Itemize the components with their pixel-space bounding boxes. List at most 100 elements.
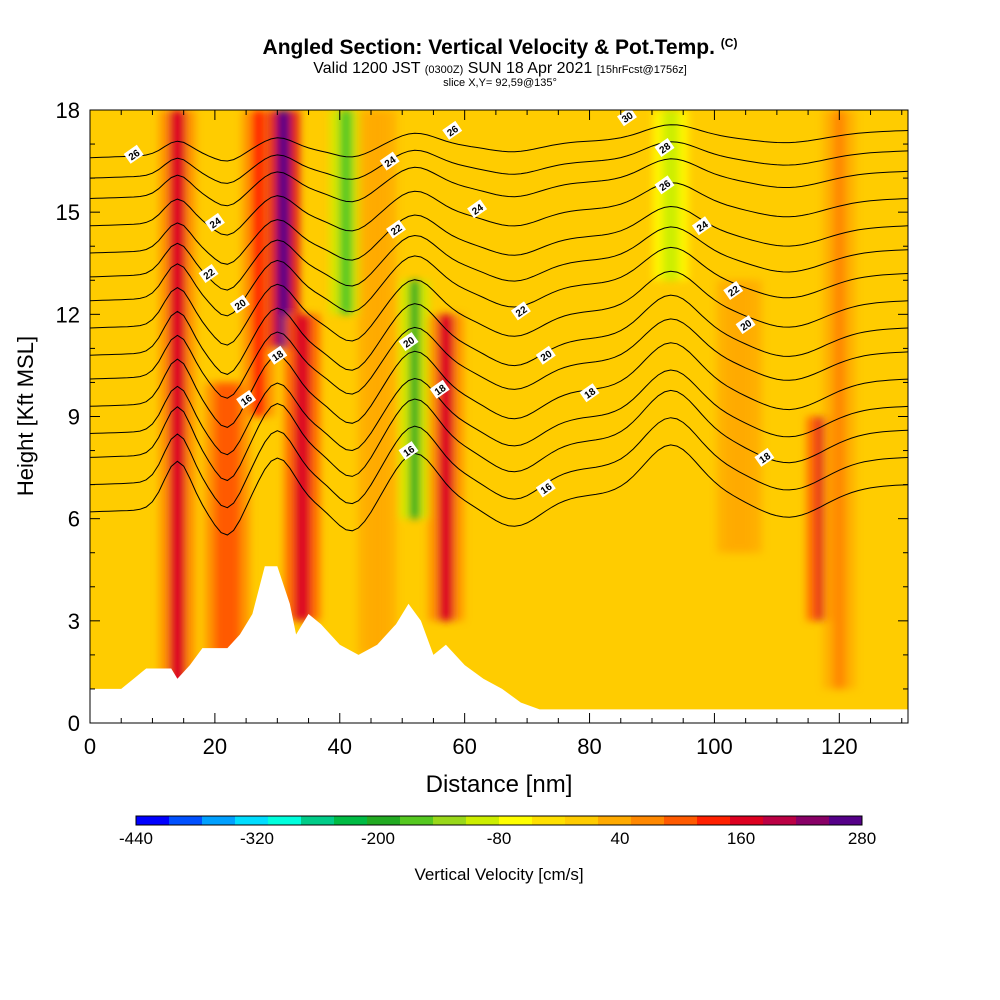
contour-label: 28 (654, 137, 675, 158)
y-tick-label: 9 (68, 405, 80, 430)
colorbar-swatch (367, 816, 401, 825)
contour-label: 26 (442, 120, 463, 140)
isentrope-line (90, 182, 908, 236)
x-tick-label: 0 (84, 734, 96, 759)
y-axis: 0 3 6 9 12 15 18 (56, 98, 908, 736)
colorbar-swatch (565, 816, 599, 825)
velocity-column (339, 110, 353, 315)
chart-title-tag: (C) (720, 36, 738, 50)
isentrope-line (90, 294, 908, 375)
colorbar-swatch (268, 816, 302, 825)
contour-label: 22 (198, 263, 219, 284)
colorbar-swatch (598, 816, 632, 825)
y-tick-label: 12 (56, 302, 80, 327)
contour-label: 20 (735, 315, 756, 335)
y-tick-label: 3 (68, 609, 80, 634)
y-axis-label: Height [Kft MSL] (13, 336, 38, 496)
valid-time: Valid 1200 JST (313, 60, 421, 77)
contour-label: 26 (123, 144, 144, 164)
slice-info: slice X,Y= 92,59@135° (443, 77, 557, 89)
contour-label: 18 (754, 447, 775, 467)
x-tick-label: 100 (696, 734, 733, 759)
colorbar-swatch (829, 816, 863, 825)
velocity-column (252, 110, 265, 417)
plot-area: 26 24 22 20 18 16 24 22 20 16 18 26 24 22 20 18 16 30 28 26… (90, 110, 908, 723)
contour-label: 16 (236, 389, 257, 410)
colorbar-tick-label: -80 (487, 829, 512, 848)
velocity-column (277, 110, 290, 349)
isentrope-line (90, 205, 908, 265)
y-tick-label: 18 (56, 98, 80, 123)
velocity-column (833, 110, 846, 689)
contour-label: 30 (617, 110, 637, 127)
isentrope-line (90, 270, 908, 346)
velocity-column (169, 110, 186, 689)
colorbar-swatch (499, 816, 533, 825)
isentrope-line (90, 369, 908, 456)
contour-label: 24 (204, 212, 225, 232)
zulu-time: (0300Z) (424, 64, 464, 76)
x-axis: 0 20 40 60 80 100 120 (84, 110, 903, 759)
contour-label: 20 (398, 332, 419, 352)
velocity-column (662, 110, 679, 281)
colorbar-swatch (202, 816, 236, 825)
colorbar-swatch (136, 816, 170, 825)
forecast-info: [15hrFcst@1756z] (596, 64, 687, 76)
colorbar-tick-label: 40 (611, 829, 630, 848)
colorbar-swatch (631, 816, 665, 825)
contour-label: 24 (467, 199, 488, 219)
colorbar-swatch (433, 816, 467, 825)
velocity-column (438, 314, 454, 621)
y-tick-label: 6 (68, 507, 80, 532)
valid-date: SUN 18 Apr 2021 (467, 60, 593, 77)
isentrope-line (90, 158, 908, 207)
contour-label: 16 (398, 441, 419, 461)
contour-label: 22 (510, 301, 531, 321)
colorbar-tick-label: -320 (240, 829, 274, 848)
colorbar-swatch (532, 816, 566, 825)
x-tick-label: 20 (203, 734, 227, 759)
velocity-column (816, 416, 825, 621)
y-tick-label: 0 (68, 711, 80, 736)
colorbar-swatch (466, 816, 500, 825)
colorbar-swatch (796, 816, 830, 825)
colorbar-tick-label: 160 (727, 829, 755, 848)
chart-title: Angled Section: Vertical Velocity & Pot.… (0, 36, 1000, 60)
contour-label: 20 (229, 294, 250, 314)
colorbar-swatch (334, 816, 368, 825)
velocity-column (367, 110, 387, 655)
contour-label: 24 (379, 151, 400, 171)
terrain (90, 566, 908, 723)
colorbar-swatch (763, 816, 797, 825)
isentrope-line (90, 124, 908, 162)
x-tick-label: 60 (452, 734, 476, 759)
chart-subtitle: Valid 1200 JST (0300Z) SUN 18 Apr 2021 [… (0, 60, 1000, 78)
velocity-column (214, 382, 240, 655)
contour-labels: 26 24 22 20 18 16 24 22 20 16 18 26 24 22 20 18 16 30 28 26… (123, 110, 775, 498)
isentrope-line (90, 318, 908, 399)
colorbar-tick-label: -200 (361, 829, 395, 848)
contour-label: 22 (386, 219, 406, 239)
colorbar-label: Vertical Velocity [cm/s] (414, 865, 583, 884)
contour-label: 18 (267, 345, 288, 365)
colorbar-swatch (400, 816, 434, 825)
contour-label: 26 (654, 175, 675, 195)
y-tick-label: 15 (56, 200, 80, 225)
isentrope-line (90, 226, 908, 291)
contour-label: 20 (535, 345, 556, 365)
velocity-column (294, 314, 311, 621)
contour-label: 18 (429, 379, 450, 399)
potential-temperature-contours (90, 124, 908, 536)
x-tick-label: 120 (821, 734, 858, 759)
colorbar: -440 -320 -200 -80 40 160 280 (119, 815, 876, 848)
contour-label: 16 (535, 478, 556, 498)
x-axis-label: Distance [nm] (426, 771, 573, 798)
contour-label: 22 (723, 280, 744, 301)
colorbar-swatch (697, 816, 731, 825)
isentrope-line (90, 444, 908, 536)
isentrope-line (90, 342, 908, 428)
isentrope-line (90, 246, 908, 317)
isentrope-line (90, 389, 908, 482)
colorbar-swatch (730, 816, 764, 825)
colorbar-tick-label: -440 (119, 829, 153, 848)
